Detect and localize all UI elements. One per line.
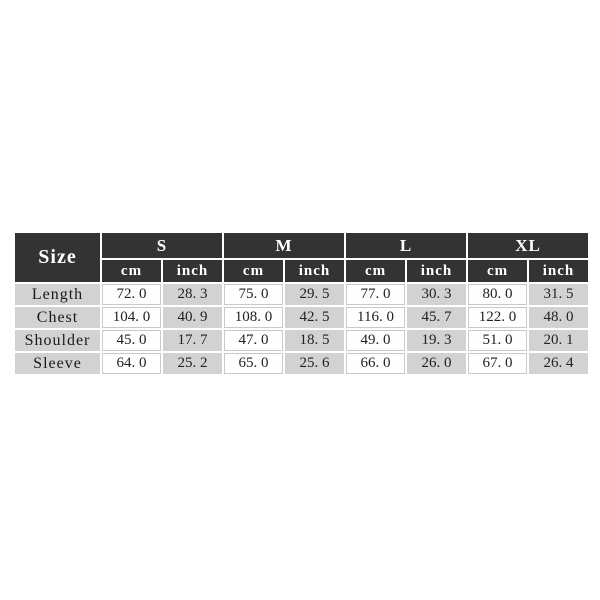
value-cell: 47. 0	[224, 330, 283, 351]
value-cell: 122. 0	[468, 307, 528, 328]
value-cell: 26. 0	[407, 353, 467, 374]
row-label-chest: Chest	[15, 307, 100, 328]
value-cell: 108. 0	[224, 307, 283, 328]
unit-header-xl-inch: inch	[529, 260, 589, 282]
value-cell: 18. 5	[285, 330, 345, 351]
unit-header-row: cm inch cm inch cm inch cm inch	[15, 260, 589, 282]
unit-header-l-cm: cm	[346, 260, 406, 282]
value-cell: 26. 4	[529, 353, 589, 374]
value-cell: 28. 3	[163, 284, 222, 305]
size-group-l: L	[346, 233, 467, 258]
unit-header-m-cm: cm	[224, 260, 283, 282]
value-cell: 48. 0	[529, 307, 589, 328]
unit-header-s-inch: inch	[163, 260, 222, 282]
value-cell: 72. 0	[102, 284, 161, 305]
value-cell: 66. 0	[346, 353, 406, 374]
value-cell: 49. 0	[346, 330, 406, 351]
value-cell: 75. 0	[224, 284, 283, 305]
row-label-sleeve: Sleeve	[15, 353, 100, 374]
size-group-header-row: Size S M L XL	[15, 233, 589, 282]
value-cell: 29. 5	[285, 284, 345, 305]
value-cell: 17. 7	[163, 330, 222, 351]
table-row-shoulder: Shoulder 45. 0 17. 7 47. 0 18. 5 49. 0 1…	[15, 330, 589, 351]
row-label-length: Length	[15, 284, 100, 305]
value-cell: 65. 0	[224, 353, 283, 374]
value-cell: 42. 5	[285, 307, 345, 328]
size-chart-table: Size S M L XL cm inch cm inch cm inch cm…	[13, 231, 591, 376]
value-cell: 64. 0	[102, 353, 161, 374]
unit-header-xl-cm: cm	[468, 260, 528, 282]
value-cell: 80. 0	[468, 284, 528, 305]
value-cell: 104. 0	[102, 307, 161, 328]
unit-header-l-inch: inch	[407, 260, 467, 282]
value-cell: 67. 0	[468, 353, 528, 374]
value-cell: 25. 6	[285, 353, 345, 374]
value-cell: 45. 7	[407, 307, 467, 328]
value-cell: 30. 3	[407, 284, 467, 305]
table-row-length: Length 72. 0 28. 3 75. 0 29. 5 77. 0 30.…	[15, 284, 589, 305]
value-cell: 31. 5	[529, 284, 589, 305]
value-cell: 77. 0	[346, 284, 406, 305]
value-cell: 19. 3	[407, 330, 467, 351]
value-cell: 116. 0	[346, 307, 406, 328]
table-row-sleeve: Sleeve 64. 0 25. 2 65. 0 25. 6 66. 0 26.…	[15, 353, 589, 374]
value-cell: 25. 2	[163, 353, 222, 374]
unit-header-m-inch: inch	[285, 260, 345, 282]
value-cell: 40. 9	[163, 307, 222, 328]
table-row-chest: Chest 104. 0 40. 9 108. 0 42. 5 116. 0 4…	[15, 307, 589, 328]
size-group-m: M	[224, 233, 345, 258]
size-group-xl: XL	[468, 233, 589, 258]
row-label-shoulder: Shoulder	[15, 330, 100, 351]
value-cell: 20. 1	[529, 330, 589, 351]
value-cell: 51. 0	[468, 330, 528, 351]
value-cell: 45. 0	[102, 330, 161, 351]
size-group-s: S	[102, 233, 222, 258]
unit-header-s-cm: cm	[102, 260, 161, 282]
size-corner-header: Size	[15, 233, 100, 282]
